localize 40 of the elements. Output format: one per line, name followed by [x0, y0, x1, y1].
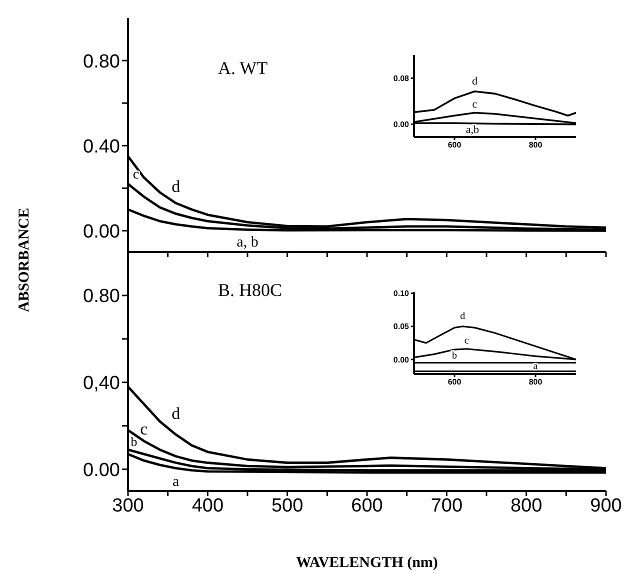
x-tick-label: 600	[351, 495, 383, 516]
y-tick-label: 0.00	[83, 460, 120, 482]
y-axis-title: ABSORBANCE	[16, 208, 34, 312]
series-label: a,b	[466, 124, 480, 136]
x-tick-label: 900	[590, 495, 622, 516]
x-axis-title: WAVELENGTH (nm)	[296, 555, 438, 571]
series-label: b	[452, 350, 457, 362]
x-tick-label: 300	[112, 495, 144, 516]
x-tick-label: 800	[510, 495, 542, 516]
y-tick-label: 0.80	[83, 286, 120, 308]
series-label: c	[472, 98, 478, 111]
series-label: c	[464, 335, 470, 346]
y-tick-label: 0.00	[393, 120, 410, 130]
series-label: c	[132, 167, 140, 182]
x-tick-label: 800	[528, 378, 543, 387]
annotation: B. H80C	[218, 280, 282, 301]
series-label: d	[172, 404, 181, 423]
series-label: c	[140, 420, 148, 439]
x-tick-label: 700	[430, 495, 463, 516]
y-tick-label: 0,40	[83, 373, 120, 394]
x-tick-label: 600	[448, 378, 462, 387]
x-tick-label: 400	[192, 495, 224, 516]
series-label: a	[533, 360, 538, 372]
x-tick-label: 800	[528, 140, 543, 150]
series-label: d	[172, 176, 181, 196]
y-tick-label: 0.05	[393, 322, 410, 332]
series-label: a, b	[236, 234, 258, 251]
series-label: d	[460, 310, 466, 322]
series-label: a	[172, 474, 180, 490]
y-tick-label: 0.80	[83, 51, 120, 72]
y-tick-label: 0.00	[393, 355, 410, 364]
x-tick-label: 500	[271, 495, 304, 516]
y-tick-label: 0.00	[83, 221, 120, 242]
series-label: b	[130, 434, 138, 450]
y-tick-label: 0.40	[83, 136, 120, 158]
series-label: d	[472, 75, 478, 88]
x-tick-label: 600	[448, 140, 462, 150]
y-tick-label: 0.10	[393, 289, 410, 298]
y-tick-label: 0.08	[393, 74, 410, 83]
annotation: A. WT	[218, 58, 268, 79]
